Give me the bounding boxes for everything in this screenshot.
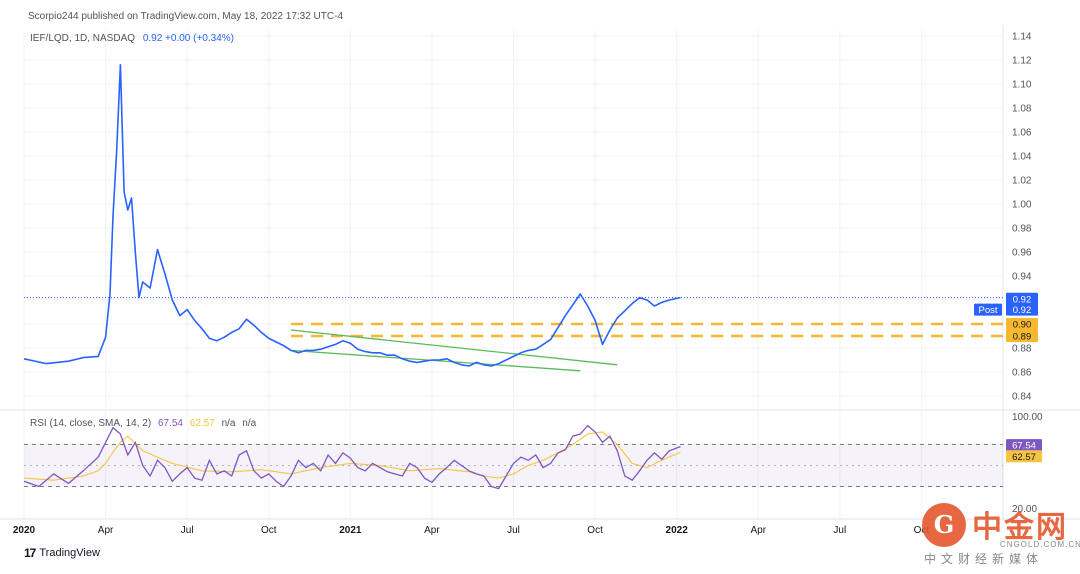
y-tick-label: 1.02 — [1012, 176, 1032, 187]
rsi-value: 67.54 — [157, 418, 183, 429]
rsi-value-badge-bg — [1006, 439, 1042, 452]
tradingview-logo[interactable]: 17 TradingView — [24, 546, 100, 560]
x-tick-label: 2020 — [13, 525, 36, 536]
y-tick-label: 1.08 — [1012, 104, 1032, 115]
level-badge-text: 0.89 — [1013, 332, 1032, 343]
rsi-ma-line — [23, 431, 681, 481]
x-tick-label: Apr — [98, 525, 114, 536]
rsi-line — [23, 424, 681, 490]
x-tick-label: Oct — [261, 525, 277, 536]
tradingview-logo-icon: 17 — [24, 546, 36, 560]
x-tick-label: 2021 — [339, 525, 362, 536]
level-badge-bg — [1006, 330, 1038, 342]
last-price-badge-bg — [1006, 292, 1038, 305]
rsi-tick-label: 20.00 — [1012, 504, 1037, 515]
rsi-value-badge-text: 67.54 — [1012, 441, 1036, 452]
rsi-value-badge-text: 62.57 — [1012, 452, 1036, 463]
rsi-tick-label: 100.00 — [1012, 412, 1043, 423]
level-badge-bg — [1006, 318, 1038, 330]
rsi-na-2: n/a — [242, 418, 257, 429]
y-tick-label: 0.98 — [1012, 224, 1032, 235]
y-tick-label: 1.10 — [1012, 80, 1032, 91]
last-price-badge: 0.92 — [1006, 292, 1038, 305]
y-tick-label: 1.06 — [1012, 128, 1032, 139]
x-tick-label: Jul — [507, 525, 520, 536]
post-price-badge-bg — [1006, 303, 1038, 316]
trend-line — [290, 329, 618, 366]
y-tick-label: 1.14 — [1012, 32, 1032, 43]
watermark-en-text: CNGOLD.COM.CN — [1000, 540, 1080, 549]
rsi-label[interactable]: RSI (14, close, SMA, 14, 2) — [30, 418, 152, 429]
post-label-bg — [974, 303, 1002, 316]
tradingview-brand-text: TradingView — [39, 547, 100, 559]
watermark: G 中金网 CNGOLD.COM.CN 中文财经新媒体 — [920, 500, 1080, 574]
y-tick-label: 0.94 — [1012, 272, 1032, 283]
x-tick-label: 2022 — [666, 525, 689, 536]
y-tick-label: 0.86 — [1012, 368, 1032, 379]
price-series-line — [23, 64, 681, 367]
y-tick-label: 1.12 — [1012, 56, 1032, 67]
price-change-text: 0.92 +0.00 (+0.34%) — [142, 33, 234, 44]
x-tick-label: Oct — [914, 525, 930, 536]
x-tick-label: Oct — [587, 525, 603, 536]
y-tick-label: 0.88 — [1012, 344, 1032, 355]
watermark-cn-text: 中金网 — [972, 510, 1068, 545]
rsi-band — [24, 444, 1003, 487]
rsi-legend: RSI (14, close, SMA, 14, 2) 67.54 62.57 … — [30, 418, 256, 429]
y-tick-label: 0.84 — [1012, 392, 1032, 403]
level-badge: 0.89 — [1006, 330, 1038, 343]
level-badge-text: 0.90 — [1013, 320, 1032, 331]
last-price-badge-text: 0.92 — [1013, 294, 1032, 305]
y-tick-label: 1.00 — [1012, 200, 1032, 211]
y-tick-label: 0.96 — [1012, 248, 1032, 259]
watermark-sub-text: 中文财经新媒体 — [924, 552, 1044, 566]
post-label-text: Post — [978, 305, 997, 316]
rsi-ma-value: 62.57 — [189, 418, 215, 429]
symbol-label[interactable]: IEF/LQD, 1D, NASDAQ — [30, 33, 136, 44]
published-by-text: Scorpio244 published on TradingView.com,… — [28, 11, 344, 22]
x-tick-label: Apr — [424, 525, 440, 536]
y-tick-label: 1.04 — [1012, 152, 1032, 163]
x-tick-label: Jul — [181, 525, 194, 536]
level-badge: 0.90 — [1006, 318, 1038, 331]
watermark-logo-icon: G — [922, 503, 966, 547]
rsi-na-1: n/a — [221, 418, 236, 429]
post-price-badge-text: 0.92 — [1013, 305, 1032, 316]
post-price-badge: 0.92 — [1006, 303, 1038, 316]
x-tick-label: Apr — [750, 525, 766, 536]
rsi-value-badge-bg — [1006, 450, 1042, 463]
main-legend: IEF/LQD, 1D, NASDAQ 0.92 +0.00 (+0.34%) — [30, 33, 234, 44]
x-tick-label: Jul — [833, 525, 846, 536]
